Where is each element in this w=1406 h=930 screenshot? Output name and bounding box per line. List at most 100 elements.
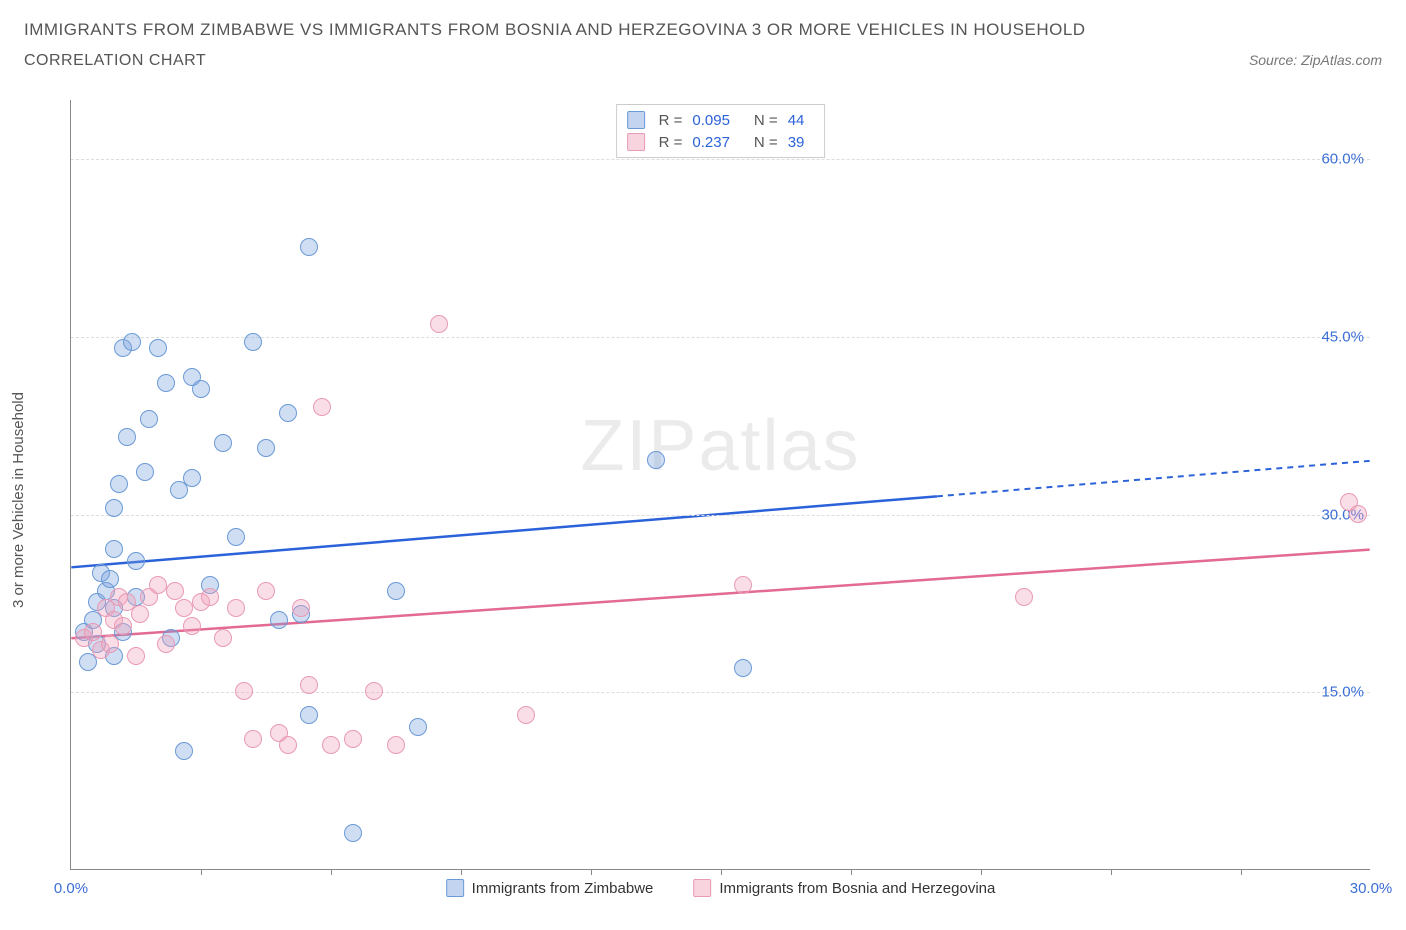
y-tick-label: 45.0% [1321, 328, 1364, 345]
data-point [105, 499, 123, 517]
data-point [110, 475, 128, 493]
data-point [365, 682, 383, 700]
data-point [84, 623, 102, 641]
data-point [192, 380, 210, 398]
data-point [344, 730, 362, 748]
n-label: N = [754, 112, 778, 129]
data-point [387, 736, 405, 754]
legend-row-bosnia: R = 0.237 N = 39 [627, 131, 815, 153]
swatch-blue-icon [627, 111, 645, 129]
data-point [183, 617, 201, 635]
data-point [734, 576, 752, 594]
r-label: R = [659, 134, 683, 151]
x-tick [851, 869, 852, 875]
data-point [175, 742, 193, 760]
data-point [270, 611, 288, 629]
data-point [517, 706, 535, 724]
legend-row-zimbabwe: R = 0.095 N = 44 [627, 109, 815, 131]
data-point [300, 238, 318, 256]
n-value-zimbabwe: 44 [788, 112, 805, 129]
data-point [101, 635, 119, 653]
gridline [71, 515, 1370, 516]
legend-item-zimbabwe: Immigrants from Zimbabwe [446, 879, 654, 897]
data-point [140, 410, 158, 428]
x-tick [721, 869, 722, 875]
trend-lines [71, 100, 1370, 869]
legend-item-bosnia: Immigrants from Bosnia and Herzegovina [693, 879, 995, 897]
data-point [157, 374, 175, 392]
data-point [149, 576, 167, 594]
x-tick [981, 869, 982, 875]
chart-area: 3 or more Vehicles in Household ZIPatlas… [20, 100, 1386, 900]
data-point [292, 599, 310, 617]
data-point [734, 659, 752, 677]
data-point [214, 434, 232, 452]
data-point [227, 528, 245, 546]
swatch-blue-icon [446, 879, 464, 897]
data-point [244, 333, 262, 351]
data-point [1015, 588, 1033, 606]
n-label: N = [754, 134, 778, 151]
data-point [127, 552, 145, 570]
legend-label-zimbabwe: Immigrants from Zimbabwe [472, 880, 654, 897]
data-point [214, 629, 232, 647]
x-tick-label: 0.0% [54, 880, 88, 897]
data-point [647, 451, 665, 469]
data-point [149, 339, 167, 357]
data-point [430, 315, 448, 333]
data-point [257, 439, 275, 457]
gridline [71, 692, 1370, 693]
y-tick-label: 60.0% [1321, 151, 1364, 168]
x-tick [331, 869, 332, 875]
x-tick [591, 869, 592, 875]
data-point [279, 736, 297, 754]
data-point [313, 398, 331, 416]
gridline [71, 159, 1370, 160]
x-tick [1241, 869, 1242, 875]
x-tick [461, 869, 462, 875]
chart-header: IMMIGRANTS FROM ZIMBABWE VS IMMIGRANTS F… [0, 0, 1406, 70]
data-point [127, 647, 145, 665]
data-point [322, 736, 340, 754]
watermark-bold: ZIP [580, 406, 698, 486]
x-tick [1111, 869, 1112, 875]
swatch-pink-icon [627, 133, 645, 151]
data-point [257, 582, 275, 600]
source-label: Source: ZipAtlas.com [1249, 52, 1382, 68]
data-point [183, 469, 201, 487]
gridline [71, 337, 1370, 338]
plot-region: ZIPatlas R = 0.095 N = 44 R = 0.237 N = … [70, 100, 1370, 870]
swatch-pink-icon [693, 879, 711, 897]
watermark-thin: atlas [698, 406, 860, 486]
data-point [105, 540, 123, 558]
data-point [118, 428, 136, 446]
chart-title: IMMIGRANTS FROM ZIMBABWE VS IMMIGRANTS F… [24, 20, 1382, 40]
subtitle-row: CORRELATION CHART Source: ZipAtlas.com [24, 52, 1382, 70]
data-point [101, 570, 119, 588]
data-point [279, 404, 297, 422]
data-point [409, 718, 427, 736]
data-point [387, 582, 405, 600]
data-point [300, 676, 318, 694]
data-point [123, 333, 141, 351]
data-point [166, 582, 184, 600]
r-value-bosnia: 0.237 [692, 134, 730, 151]
data-point [300, 706, 318, 724]
data-point [201, 588, 219, 606]
x-tick [201, 869, 202, 875]
r-label: R = [659, 112, 683, 129]
data-point [114, 617, 132, 635]
data-point [244, 730, 262, 748]
data-point [344, 824, 362, 842]
data-point [1349, 505, 1367, 523]
y-tick-label: 15.0% [1321, 684, 1364, 701]
data-point [157, 635, 175, 653]
n-value-bosnia: 39 [788, 134, 805, 151]
data-point [175, 599, 193, 617]
y-axis-label: 3 or more Vehicles in Household [10, 392, 27, 608]
data-point [131, 605, 149, 623]
data-point [235, 682, 253, 700]
watermark: ZIPatlas [580, 405, 860, 487]
data-point [227, 599, 245, 617]
x-tick-label: 30.0% [1350, 880, 1393, 897]
